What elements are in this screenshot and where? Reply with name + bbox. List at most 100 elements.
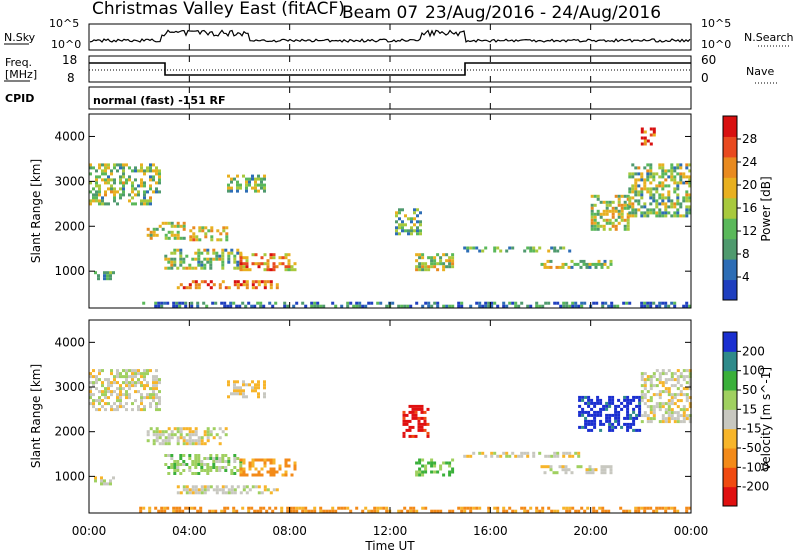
echo-cell <box>623 200 627 204</box>
echo-cell <box>158 402 161 406</box>
echo-cell <box>158 436 162 440</box>
echo-cell <box>179 454 183 457</box>
echo-cell <box>233 386 236 390</box>
echo-cell <box>584 419 588 423</box>
echo-cell <box>223 304 227 308</box>
echo-cell <box>232 506 236 510</box>
echo-cell <box>334 304 338 308</box>
echo-cell <box>239 262 243 266</box>
echo-cell <box>685 387 689 391</box>
x-tick-label: 04:00 <box>172 524 207 538</box>
echo-cell <box>257 458 261 462</box>
echo-cell <box>640 196 644 200</box>
echo-cell <box>590 407 594 411</box>
echo-cell <box>606 465 610 469</box>
echo-cell <box>143 190 146 194</box>
echo-cell <box>673 393 677 397</box>
echo-cell <box>379 506 383 510</box>
echo-cell <box>407 217 410 221</box>
echo-cell <box>585 471 589 475</box>
echo-cell <box>416 208 419 212</box>
echo-cell <box>176 460 180 463</box>
echo-cell <box>685 304 689 308</box>
echo-cell <box>286 506 290 510</box>
echo-cell <box>134 384 137 388</box>
echo-cell <box>173 463 177 466</box>
echo-cell <box>638 398 642 402</box>
echo-cell <box>319 509 323 513</box>
echo-cell <box>430 458 434 462</box>
echo-cell <box>178 301 182 305</box>
echo-cell <box>110 393 113 397</box>
echo-cell <box>128 175 131 179</box>
echo-cell <box>152 399 155 403</box>
echo-cell <box>292 506 296 510</box>
echo-cell <box>413 229 416 233</box>
echo-cell <box>514 454 518 458</box>
echo-cell <box>125 369 128 373</box>
echo-cell <box>640 384 644 388</box>
echo-cell <box>166 301 170 305</box>
echo-cell <box>658 405 662 409</box>
echo-cell <box>116 369 119 373</box>
echo-cell <box>104 163 107 167</box>
echo-cell <box>685 193 689 197</box>
echo-cell <box>676 202 680 206</box>
echo-cell <box>238 304 242 308</box>
echo-cell <box>448 256 452 260</box>
echo-cell <box>284 470 288 474</box>
echo-cell <box>146 393 149 397</box>
noise-tick-low-left: 10^0 <box>51 38 81 51</box>
echo-cell <box>623 206 627 210</box>
echo-cell <box>140 181 143 185</box>
echo-cell <box>574 509 578 513</box>
echo-cell <box>643 166 647 170</box>
echo-cell <box>661 417 665 421</box>
echo-cell <box>667 417 671 421</box>
echo-cell <box>189 235 193 239</box>
echo-cell <box>149 187 152 191</box>
echo-cell <box>421 256 425 260</box>
echo-cell <box>628 187 632 191</box>
echo-cell <box>149 196 152 200</box>
echo-cell <box>158 175 161 179</box>
echo-cell <box>385 304 389 308</box>
echo-cell <box>230 488 234 492</box>
echo-cell <box>629 425 633 429</box>
echo-cell <box>134 166 137 170</box>
echo-cell <box>152 381 155 385</box>
echo-cell <box>89 396 92 400</box>
echo-cell <box>640 506 644 510</box>
echo-cell <box>682 196 686 200</box>
echo-cell <box>203 266 207 270</box>
echo-cell <box>640 136 644 140</box>
echo-cell <box>583 301 587 305</box>
echo-cell <box>247 506 251 510</box>
echo-cell <box>541 506 545 510</box>
echo-cell <box>104 190 107 194</box>
echo-cell <box>646 214 650 218</box>
echo-cell <box>679 420 683 424</box>
echo-cell <box>215 457 219 460</box>
echo-cell <box>205 304 209 308</box>
echo-cell <box>203 280 207 284</box>
echo-cell <box>119 375 122 379</box>
echo-cell <box>590 194 594 198</box>
echo-cell <box>210 235 214 239</box>
echo-cell <box>638 395 642 399</box>
echo-cell <box>134 169 137 173</box>
echo-cell <box>149 184 152 188</box>
echo-cell <box>143 181 146 185</box>
echo-cell <box>161 433 165 437</box>
echo-cell <box>688 193 692 197</box>
echo-cell <box>196 301 200 305</box>
echo-cell <box>203 491 207 495</box>
echo-cell <box>122 381 125 385</box>
echo-cell <box>179 248 183 252</box>
echo-cell <box>643 184 647 188</box>
echo-cell <box>635 428 639 432</box>
echo-cell <box>245 177 248 181</box>
echo-cell <box>556 301 560 305</box>
echo-cell <box>149 175 152 179</box>
